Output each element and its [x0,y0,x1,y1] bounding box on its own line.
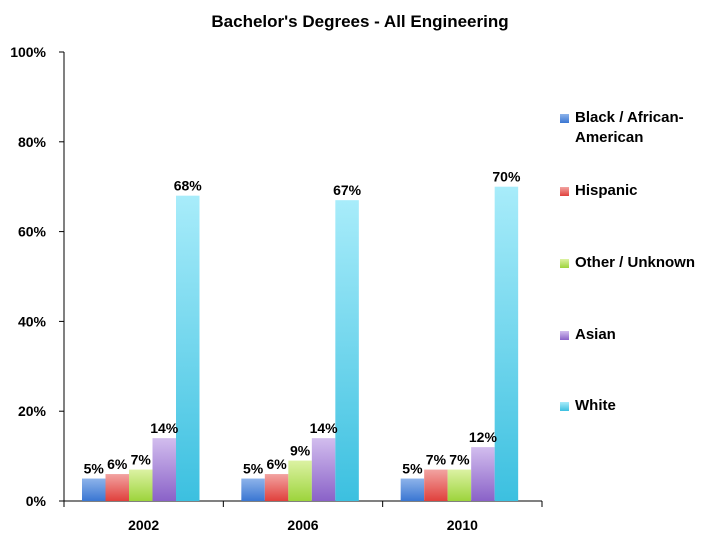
data-label: 7% [449,452,470,468]
legend-swatch [560,259,569,268]
bar [311,438,336,501]
axes: 0% 20% 40% 60% 80% 100% 2002 2006 2010 [10,44,543,533]
data-label: 6% [266,456,287,472]
x-tick-label: 2010 [447,517,478,533]
legend-swatch [560,187,569,196]
data-label: 14% [310,420,339,436]
bar [176,195,200,501]
legend-swatch [560,114,569,123]
y-tick-label: 20% [18,403,47,419]
data-label: 5% [402,461,423,477]
legend-label: Hispanic [575,182,638,199]
bar [129,469,153,501]
bar [335,200,359,502]
legend-label: White [575,397,616,414]
bar [288,460,312,501]
bars [82,186,519,502]
data-label: 7% [426,452,447,468]
y-tick-label: 40% [18,313,47,329]
data-label: 14% [150,420,179,436]
y-tick-label: 100% [10,44,46,60]
bar [494,186,519,501]
bar [447,469,472,501]
data-label: 6% [107,456,128,472]
x-tick-label: 2002 [128,517,159,533]
legend-label: Asian [575,326,616,343]
bar [105,474,129,501]
bar [400,478,425,501]
data-label: 12% [469,429,498,445]
bar [152,438,176,501]
legend-label: Other / Unknown [575,254,695,271]
data-label: 70% [492,169,521,185]
legend-label: Black / African-American [575,109,684,146]
x-tick-label: 2006 [287,517,318,533]
bar [471,447,495,501]
data-label: 67% [333,182,362,198]
bar [424,469,448,501]
data-label: 5% [84,461,105,477]
legend-swatch [560,331,569,340]
legend-swatch [560,402,569,411]
y-tick-label: 60% [18,224,47,240]
chart-title: Bachelor's Degrees - All Engineering [211,12,509,31]
bar [82,478,106,501]
data-label: 68% [174,178,203,194]
bar [241,478,265,501]
data-label: 9% [290,443,311,459]
data-labels: 5% 6% 7%14%68%5% 6%9%14%67%5%7% 7%12%70% [84,169,521,477]
data-label: 5% [243,461,264,477]
y-tick-label: 0% [26,493,47,509]
bar [264,474,289,501]
y-tick-label: 80% [18,134,47,150]
data-label: 7% [131,452,152,468]
